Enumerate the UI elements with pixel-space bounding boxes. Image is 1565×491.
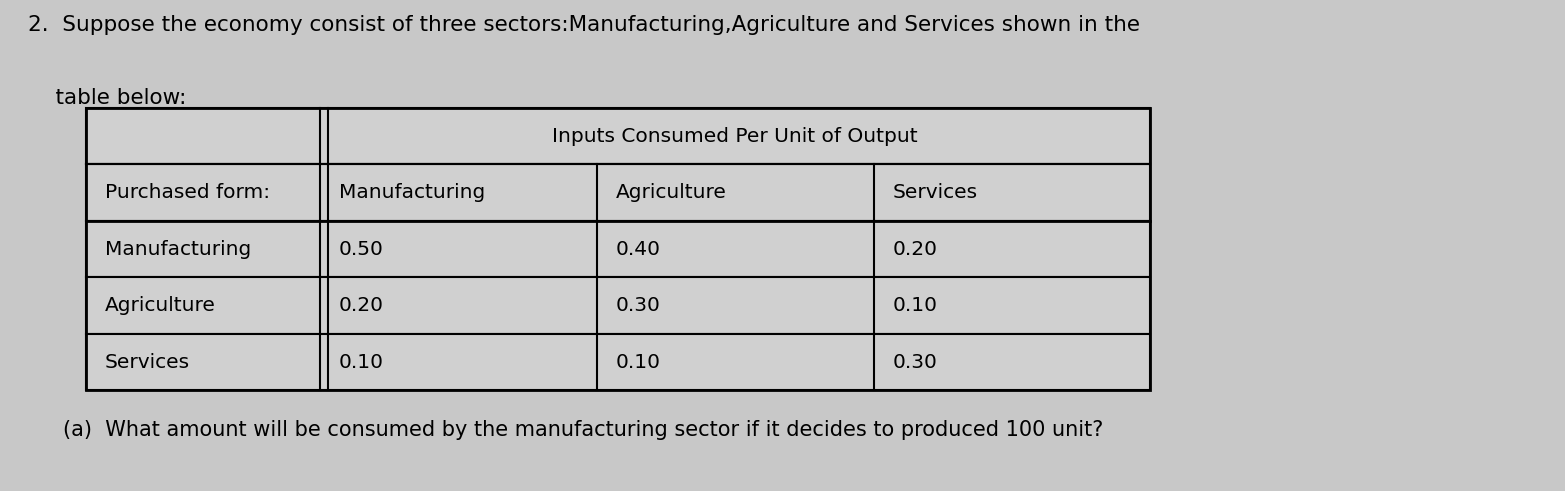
Text: 0.20: 0.20 [340,296,383,315]
Text: (a)  What amount will be consumed by the manufacturing sector if it decides to p: (a) What amount will be consumed by the … [63,420,1103,440]
Text: 0.10: 0.10 [340,353,383,372]
Text: 0.20: 0.20 [892,240,937,259]
Text: 0.30: 0.30 [892,353,937,372]
Text: Purchased form:: Purchased form: [105,183,271,202]
Text: 0.10: 0.10 [615,353,660,372]
Text: 0.50: 0.50 [340,240,383,259]
Text: Agriculture: Agriculture [105,296,216,315]
Text: Manufacturing: Manufacturing [340,183,485,202]
Text: Manufacturing: Manufacturing [105,240,250,259]
Text: Agriculture: Agriculture [615,183,726,202]
Text: 0.30: 0.30 [615,296,660,315]
Text: 0.40: 0.40 [615,240,660,259]
Text: Services: Services [892,183,978,202]
Text: Services: Services [105,353,189,372]
Text: 0.10: 0.10 [892,296,937,315]
Text: Inputs Consumed Per Unit of Output: Inputs Consumed Per Unit of Output [552,127,919,146]
Text: table below:: table below: [28,88,186,109]
Text: 2.  Suppose the economy consist of three sectors:Manufacturing,Agriculture and S: 2. Suppose the economy consist of three … [28,15,1141,35]
